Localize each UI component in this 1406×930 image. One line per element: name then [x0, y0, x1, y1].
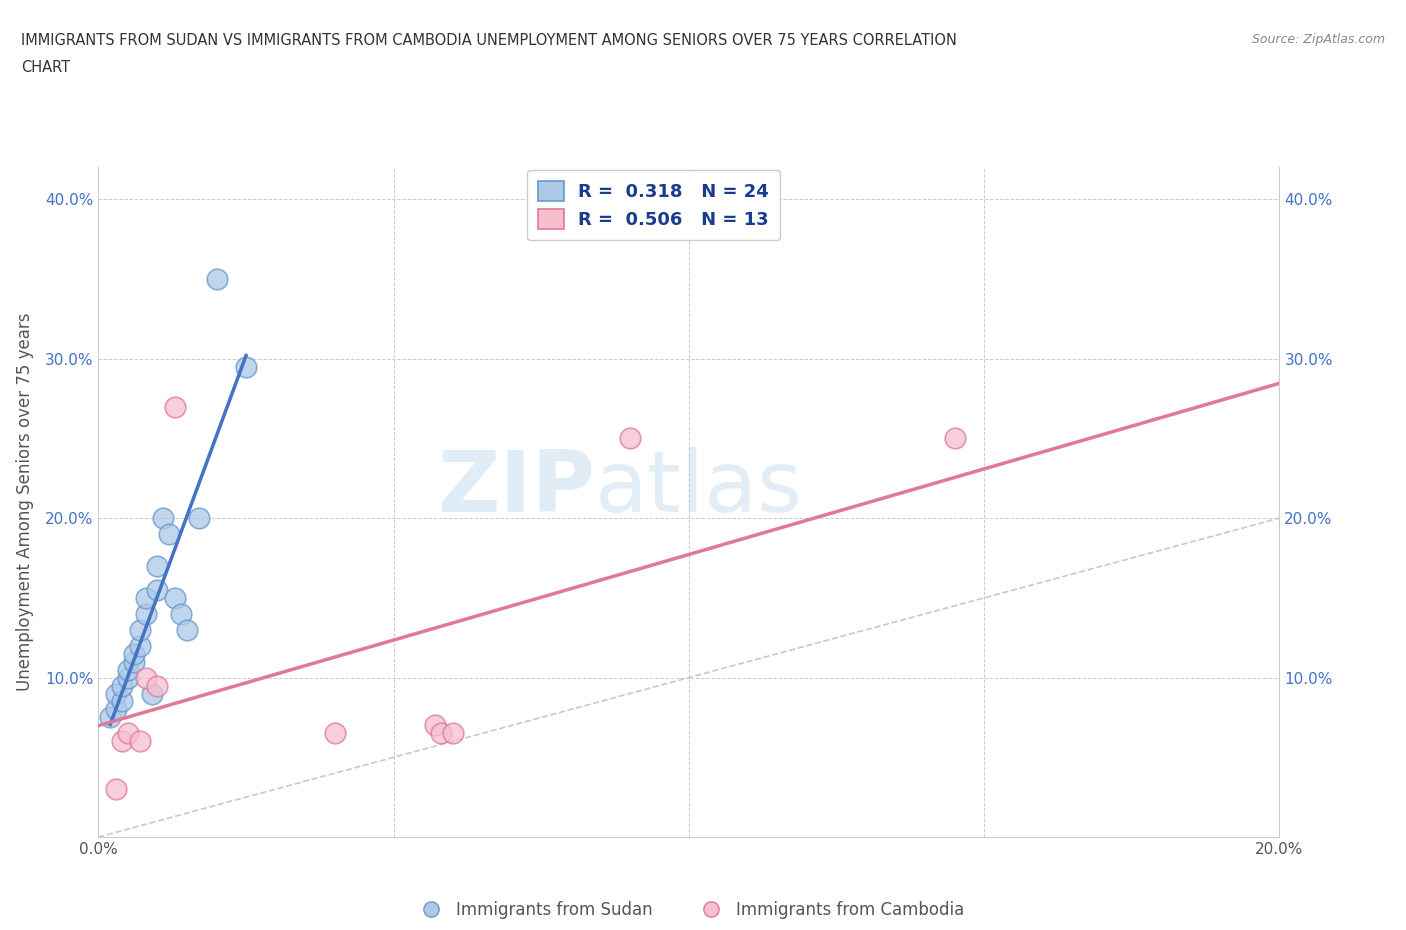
Point: [117, 671, 139, 685]
Text: atlas: atlas: [595, 447, 803, 530]
Text: CHART: CHART: [21, 60, 70, 75]
Point: [117, 662, 139, 677]
Point: [146, 678, 169, 693]
Legend: Immigrants from Sudan, Immigrants from Cambodia: Immigrants from Sudan, Immigrants from C…: [408, 895, 970, 925]
Point: [187, 511, 209, 525]
Point: [128, 638, 150, 653]
Point: [619, 431, 641, 445]
Point: [943, 431, 966, 445]
Point: [235, 359, 257, 374]
Point: [117, 726, 139, 741]
Point: [165, 399, 187, 414]
Point: [135, 591, 157, 605]
Text: ZIP: ZIP: [437, 447, 595, 530]
Point: [176, 622, 198, 637]
Point: [98, 710, 121, 724]
Y-axis label: Unemployment Among Seniors over 75 years: Unemployment Among Seniors over 75 years: [15, 313, 34, 691]
Point: [146, 559, 169, 574]
Point: [165, 591, 187, 605]
Point: [111, 734, 134, 749]
Point: [441, 726, 464, 741]
Point: [128, 622, 150, 637]
Point: [105, 702, 128, 717]
Point: [111, 678, 134, 693]
Point: [430, 726, 453, 741]
Text: IMMIGRANTS FROM SUDAN VS IMMIGRANTS FROM CAMBODIA UNEMPLOYMENT AMONG SENIORS OVE: IMMIGRANTS FROM SUDAN VS IMMIGRANTS FROM…: [21, 33, 957, 47]
Point: [122, 654, 145, 669]
Point: [128, 734, 150, 749]
Point: [135, 671, 157, 685]
Point: [141, 686, 163, 701]
Point: [205, 272, 228, 286]
Point: [157, 526, 180, 541]
Point: [152, 511, 174, 525]
Point: [105, 782, 128, 797]
Point: [170, 606, 193, 621]
Point: [323, 726, 346, 741]
Point: [146, 582, 169, 597]
Point: [423, 718, 446, 733]
Point: [122, 646, 145, 661]
Text: Source: ZipAtlas.com: Source: ZipAtlas.com: [1251, 33, 1385, 46]
Point: [135, 606, 157, 621]
Point: [111, 694, 134, 709]
Point: [105, 686, 128, 701]
